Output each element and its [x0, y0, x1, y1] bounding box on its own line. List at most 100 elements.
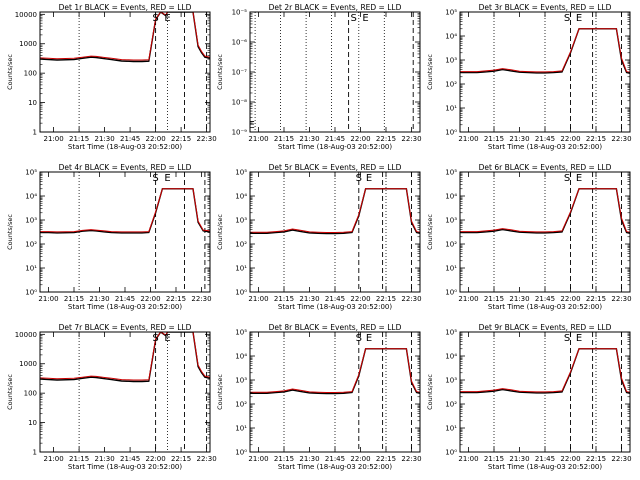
x-tick-label: 22:30: [197, 455, 217, 463]
series-group: [40, 188, 210, 234]
x-tick-label: 21:15: [484, 295, 504, 303]
flare-marker-label: S: [564, 333, 570, 344]
y-tick-label: 1000: [19, 360, 37, 368]
x-tick-label: 21:45: [120, 135, 140, 143]
chart-title: Det 2r BLACK = Events, RED = LLD: [269, 3, 402, 12]
x-axis-label: Start Time (18-Aug-03 20:52:00): [68, 143, 182, 151]
x-tick-label: 22:30: [611, 455, 631, 463]
y-tick-label: 10⁻⁹: [232, 129, 248, 137]
flare-marker-label: E: [164, 13, 170, 24]
y-tick-label: 10²: [235, 241, 247, 249]
chart-panel-2: 10⁻⁹ 10⁻⁸ 10⁻⁷ 10⁻⁶ 10⁻⁵ 21:00 21:15 21:30 21:45…: [216, 3, 422, 151]
y-tick-label: 10⁰: [25, 289, 37, 297]
y-tick-label: 10⁴: [445, 353, 457, 361]
lld-series-line: [40, 332, 210, 381]
x-tick-label: 21:30: [299, 295, 319, 303]
lld-series-line: [40, 12, 210, 61]
y-tick-label: 10000: [15, 11, 37, 19]
x-tick-label: 22:00: [350, 135, 370, 143]
chart-title: Det 6r BLACK = Events, RED = LLD: [479, 163, 612, 172]
y-tick-label: 10⁻⁶: [232, 39, 248, 47]
series-group: [460, 348, 630, 394]
x-tick-label: 21:45: [325, 455, 345, 463]
chart-panel-3: 10⁰ 10¹ 10² 10³ 10⁴ 10⁵ 21:00 21:15 21:30 21:45 22…: [426, 3, 632, 151]
x-tick-label: 21:15: [484, 455, 504, 463]
y-axis-label: Counts/sec: [216, 374, 224, 410]
chart-panel-4: 10⁰ 10¹ 10² 10³ 10⁴ 10⁵ 21:00 21:15 21:30 21:45 22…: [6, 163, 212, 311]
series-group: [460, 188, 630, 234]
series-group: [250, 188, 420, 235]
y-tick-label: 10¹: [445, 425, 457, 433]
y-tick-label: 10²: [25, 241, 37, 249]
x-tick-label: 22:15: [376, 135, 396, 143]
y-tick-label: 10000: [15, 331, 37, 339]
x-tick-label: 21:30: [509, 295, 529, 303]
y-tick-label: 10³: [235, 377, 247, 385]
y-tick-label: 10⁻⁵: [232, 9, 248, 17]
x-tick-label: 22:30: [191, 295, 211, 303]
lld-series-line: [40, 188, 210, 233]
y-tick-label: 1: [33, 129, 37, 137]
chart-panel-9: 10⁰ 10¹ 10² 10³ 10⁴ 10⁵ 21:00 21:15 21:30 21:45 22…: [426, 323, 632, 471]
y-tick-label: 10³: [445, 57, 457, 65]
lld-series-line: [460, 28, 630, 73]
chart-title: Det 3r BLACK = Events, RED = LLD: [479, 3, 612, 12]
x-tick-label: 21:00: [44, 455, 64, 463]
y-axis-label: Counts/sec: [216, 54, 224, 90]
x-tick-label: 21:45: [535, 135, 555, 143]
lld-series-line: [250, 348, 420, 393]
x-tick-label: 21:00: [458, 135, 478, 143]
x-tick-label: 22:30: [401, 295, 421, 303]
plot-frame: [249, 11, 421, 133]
chart-panel-5: 10⁰ 10¹ 10² 10³ 10⁴ 10⁵ 21:00 21:15 21:30 21:45 22…: [216, 163, 422, 311]
chart-title: Det 4r BLACK = Events, RED = LLD: [59, 163, 192, 172]
chart-title: Det 5r BLACK = Events, RED = LLD: [269, 163, 402, 172]
x-tick-label: 21:15: [484, 135, 504, 143]
x-axis-label: Start Time (18-Aug-03 20:52:00): [278, 303, 392, 311]
x-tick-label: 22:15: [586, 135, 606, 143]
flare-marker-label: E: [366, 333, 372, 344]
x-tick-label: 22:00: [146, 135, 166, 143]
y-tick-label: 10⁵: [25, 169, 37, 177]
x-tick-label: 21:00: [458, 295, 478, 303]
y-tick-label: 10⁰: [235, 289, 247, 297]
x-tick-label: 22:30: [401, 455, 421, 463]
y-tick-label: 10²: [445, 401, 457, 409]
chart-title: Det 1r BLACK = Events, RED = LLD: [59, 3, 192, 12]
chart-panel-7: 1 10 100 1000 10000 21:00 21:15 21:30 21:45 22:00…: [6, 323, 217, 471]
flare-marker-label: E: [366, 173, 372, 184]
y-tick-label: 1000: [19, 40, 37, 48]
x-tick-label: 21:30: [509, 455, 529, 463]
x-tick-label: 21:30: [89, 295, 109, 303]
y-axis-label: Counts/sec: [6, 214, 14, 250]
x-tick-label: 22:30: [611, 135, 631, 143]
y-tick-label: 10¹: [25, 265, 37, 273]
x-tick-label: 22:00: [560, 455, 580, 463]
y-tick-label: 100: [24, 70, 37, 78]
x-tick-label: 21:45: [115, 295, 135, 303]
flare-marker-label: E: [576, 13, 582, 24]
y-tick-label: 10¹: [235, 425, 247, 433]
flare-marker-label: S: [152, 333, 158, 344]
x-tick-label: 22:15: [586, 455, 606, 463]
chart-panel-6: 10⁰ 10¹ 10² 10³ 10⁴ 10⁵ 21:00 21:15 21:30 21:45 22…: [426, 163, 632, 311]
lld-series-line: [460, 188, 630, 233]
x-tick-label: 21:15: [64, 295, 84, 303]
flare-marker-label: E: [576, 173, 582, 184]
x-tick-label: 21:00: [44, 135, 64, 143]
y-tick-label: 10⁰: [235, 449, 247, 457]
y-tick-label: 10⁵: [445, 329, 457, 337]
y-axis-label: Counts/sec: [6, 54, 14, 90]
flare-marker-label: E: [362, 13, 368, 24]
x-axis-label: Start Time (18-Aug-03 20:52:00): [488, 303, 602, 311]
flare-marker-label: S: [356, 333, 362, 344]
x-axis-label: Start Time (18-Aug-03 20:52:00): [488, 143, 602, 151]
series-group: [250, 348, 420, 395]
x-tick-label: 22:00: [350, 295, 370, 303]
x-tick-label: 21:30: [299, 455, 319, 463]
x-tick-label: 21:15: [274, 455, 294, 463]
events-series-line: [40, 188, 210, 234]
x-tick-label: 22:15: [171, 455, 191, 463]
y-tick-label: 10¹: [445, 265, 457, 273]
